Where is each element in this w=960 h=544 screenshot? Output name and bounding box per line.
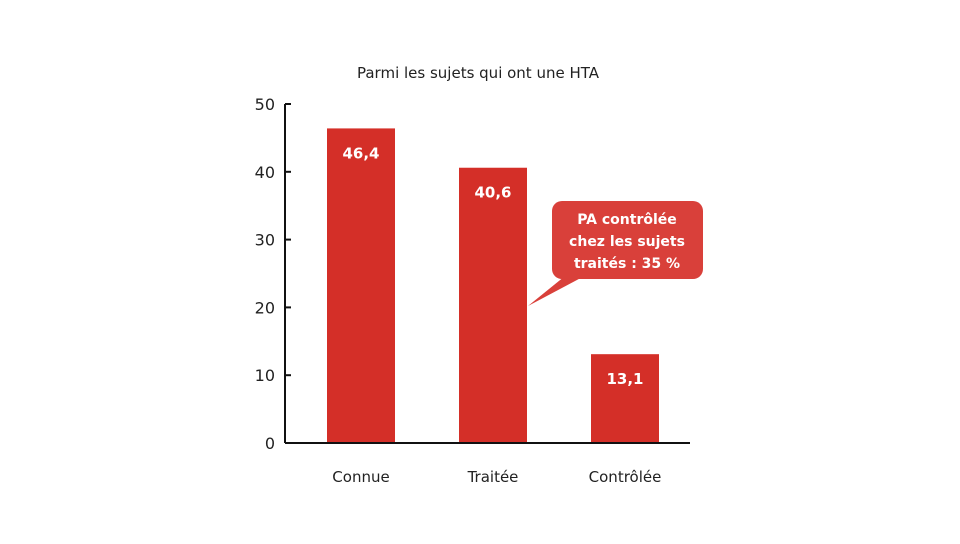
bar-traitée xyxy=(459,167,527,443)
callout-text-line: traités : 35 % xyxy=(574,256,680,272)
callout-box xyxy=(552,201,703,279)
bar-value-label: 46,4 xyxy=(342,144,379,162)
callout-text-line: PA contrôlée xyxy=(577,212,677,228)
chart-title: Parmi les sujets qui ont une HTA xyxy=(357,64,600,82)
x-tick-label: Connue xyxy=(332,468,389,486)
x-tick-label: Traitée xyxy=(467,468,519,486)
bar-value-label: 40,6 xyxy=(474,184,511,202)
callout-tail xyxy=(528,272,592,306)
y-tick-label: 30 xyxy=(255,231,275,250)
callout-text-line: chez les sujets xyxy=(569,234,685,250)
y-tick-label: 50 xyxy=(255,95,275,114)
y-tick-label: 0 xyxy=(265,434,275,453)
bar-contrôlée xyxy=(591,354,659,443)
y-tick-label: 20 xyxy=(255,298,275,317)
bar-value-label: 13,1 xyxy=(606,370,643,388)
callout-annotation: PA contrôlée chez les sujets traités : 35 … xyxy=(528,201,703,306)
y-tick-label: 40 xyxy=(255,163,275,182)
x-tick-label: Contrôlée xyxy=(589,468,662,486)
bar-connue xyxy=(327,128,395,443)
y-tick-label: 10 xyxy=(255,366,275,385)
